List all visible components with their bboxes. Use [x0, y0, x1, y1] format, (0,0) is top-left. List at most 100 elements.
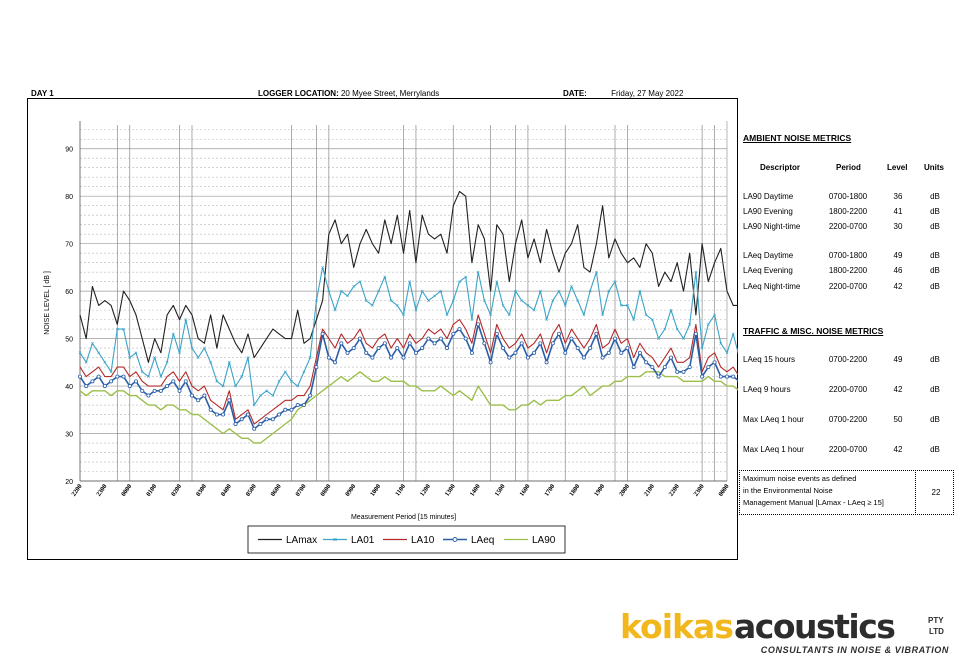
la01-point: [327, 289, 331, 293]
la01-point: [265, 389, 269, 393]
laeq-point: [357, 336, 362, 341]
la01-point: [426, 299, 430, 303]
la01-point: [489, 313, 493, 317]
laeq-point: [650, 365, 655, 370]
la01-point: [240, 375, 244, 378]
laeq-point: [662, 365, 667, 370]
laeq-point: [96, 374, 101, 379]
laeq-point: [326, 355, 331, 360]
x-tick-label: 0200: [170, 483, 183, 498]
laeq-point: [644, 360, 649, 365]
la01-point: [650, 318, 654, 322]
laeq-point: [476, 322, 481, 327]
la01-point: [626, 303, 629, 307]
max-noise-events-value: 22: [931, 488, 941, 497]
la01-point: [252, 403, 256, 407]
la01-point: [377, 289, 381, 293]
laeq-point: [712, 360, 717, 365]
la01-point: [538, 289, 542, 293]
header-level: Level: [887, 163, 908, 172]
laeq-point: [127, 384, 132, 389]
la01-point: [364, 299, 368, 303]
la01-point: [545, 318, 548, 322]
la01-point: [159, 375, 163, 378]
la01-point: [346, 294, 349, 298]
la01-point: [439, 289, 443, 293]
laeq-point: [140, 388, 145, 393]
la01-point: [619, 303, 623, 307]
header-descriptor: Descriptor: [760, 163, 801, 172]
laeq-point: [78, 374, 83, 379]
laeq-point: [407, 341, 412, 346]
logo-word-koikas: koikas: [620, 608, 733, 646]
laeq-point: [395, 346, 400, 351]
laeq-point: [133, 379, 138, 384]
x-tick-label: 2200: [668, 483, 681, 498]
la01-point: [389, 299, 393, 303]
laeq-point: [208, 407, 213, 412]
laeq-point: [532, 350, 537, 355]
la01-point: [402, 313, 405, 317]
laeq-point: [463, 336, 468, 341]
la01-point: [570, 284, 573, 288]
laeq-point: [457, 327, 462, 332]
la01-point: [420, 289, 424, 293]
la01-point: [445, 313, 449, 317]
la01-point: [352, 284, 356, 288]
la01-point: [563, 303, 567, 307]
laeq-point: [264, 417, 269, 422]
laeq-point: [351, 346, 356, 351]
la01-point: [134, 351, 138, 355]
y-tick-label: 70: [65, 242, 73, 249]
x-axis-title: Measurement Period [15 minutes]: [351, 514, 456, 521]
x-tick-label: 2100: [643, 483, 656, 498]
la01-point: [694, 270, 698, 274]
la01-point: [128, 356, 132, 359]
laeq-point: [557, 331, 562, 336]
traffic-row-level: 42: [893, 385, 903, 394]
legend-item-la01: LA01: [323, 535, 375, 546]
la01-point: [408, 280, 412, 284]
laeq-point: [109, 379, 114, 384]
la01-point: [259, 394, 262, 397]
x-tick-label: 0600: [270, 483, 283, 498]
la01-point: [333, 308, 337, 312]
company-logo: koikas acoustics PTY LTD CONSULTANTS IN NOIS…: [620, 608, 948, 655]
la01-point: [165, 360, 169, 364]
laeq-point: [333, 360, 338, 365]
laeq-point: [370, 355, 375, 360]
laeq-point: [613, 336, 618, 341]
x-tick-label: 1500: [493, 483, 506, 498]
laeq-point: [413, 350, 418, 355]
laeq-point: [563, 350, 568, 355]
ambient-row-units: dB: [930, 251, 940, 260]
x-tick-label: 0300: [195, 483, 208, 498]
laeq-point: [90, 379, 95, 384]
la01-point: [669, 308, 673, 312]
la01-point: [234, 384, 237, 388]
legend-label: LAmax: [286, 535, 317, 546]
laeq-point: [606, 350, 611, 355]
laeq-point: [432, 341, 437, 346]
la01-point: [321, 265, 325, 269]
laeq-point: [725, 374, 730, 379]
logger-location: LOGGER LOCATION: 20 Myee Street, Merryla…: [258, 89, 439, 98]
laeq-point: [301, 403, 306, 408]
laeq-point: [507, 355, 512, 360]
la01-point: [221, 384, 225, 388]
laeq-point: [569, 336, 574, 341]
la01-point: [514, 289, 517, 293]
x-tick-label: 1600: [518, 483, 531, 498]
traffic-row-descriptor: Max LAeq 1 hour: [743, 445, 804, 454]
y-tick-label: 20: [65, 479, 73, 486]
x-tick-label: 0800: [319, 483, 332, 498]
ambient-row-period: 2200-0700: [828, 222, 868, 231]
la01-point: [122, 327, 125, 331]
ambient-row-level: 46: [893, 266, 903, 275]
la01-point: [632, 318, 636, 322]
laeq-point: [177, 388, 182, 393]
la01-point: [663, 327, 667, 331]
laeq-point: [438, 336, 443, 341]
laeq-point: [687, 365, 692, 370]
laeq-point: [252, 426, 257, 431]
